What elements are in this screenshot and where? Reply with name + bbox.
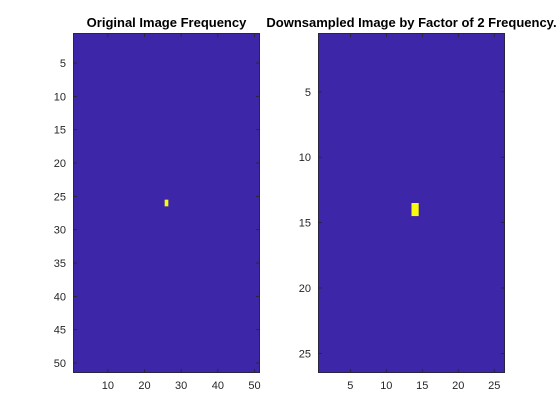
y-tick-label-original-10: 10 — [54, 91, 66, 103]
y-tick-label-original-45: 45 — [54, 325, 66, 337]
x-tick-label-original-40: 40 — [212, 380, 224, 392]
x-tick-label-original-20: 20 — [138, 380, 150, 392]
x-tick-label-downsampled-25: 25 — [488, 380, 500, 392]
subplot-downsampled: Downsampled Image by Factor of 2 Frequen… — [266, 15, 556, 392]
x-tick-label-downsampled-20: 20 — [452, 380, 464, 392]
y-tick-label-downsampled-10: 10 — [299, 152, 311, 164]
y-tick-label-original-50: 50 — [54, 358, 66, 370]
chart-title-downsampled: Downsampled Image by Factor of 2 Frequen… — [266, 15, 556, 30]
x-tick-label-original-50: 50 — [248, 380, 260, 392]
y-tick-label-original-5: 5 — [60, 58, 66, 70]
y-tick-label-original-35: 35 — [54, 258, 66, 270]
x-tick-label-downsampled-15: 15 — [416, 380, 428, 392]
chart-title-original: Original Image Frequency — [87, 15, 247, 30]
heatmap-downsampled: 5 10 15 20 25 5 10 15 20 25 — [299, 33, 505, 392]
axes-box-original — [73, 33, 260, 373]
y-tick-label-original-15: 15 — [54, 125, 66, 137]
x-tick-label-original-10: 10 — [102, 380, 114, 392]
y-tick-label-original-30: 30 — [54, 225, 66, 237]
y-tick-label-downsampled-15: 15 — [299, 218, 311, 230]
subplot-original: Original Image Frequency 10 20 30 40 50 5 10 15… — [54, 15, 261, 392]
y-tick-label-original-20: 20 — [54, 158, 66, 170]
x-tick-label-original-30: 30 — [175, 380, 187, 392]
x-tick-label-downsampled-10: 10 — [380, 380, 392, 392]
y-tick-label-downsampled-20: 20 — [299, 283, 311, 295]
heatmap-cell-original-0 — [164, 199, 169, 207]
heatmap-original: 10 20 30 40 50 5 10 15 20 25 30 35 40 45 50 — [54, 33, 261, 392]
heatmap-cell-downsampled-0 — [411, 203, 419, 217]
axes-box-downsampled — [318, 33, 505, 373]
y-tick-label-downsampled-25: 25 — [299, 348, 311, 360]
y-tick-label-original-25: 25 — [54, 191, 66, 203]
y-tick-label-original-40: 40 — [54, 291, 66, 303]
y-tick-label-downsampled-5: 5 — [305, 87, 311, 99]
x-tick-label-downsampled-5: 5 — [347, 380, 353, 392]
